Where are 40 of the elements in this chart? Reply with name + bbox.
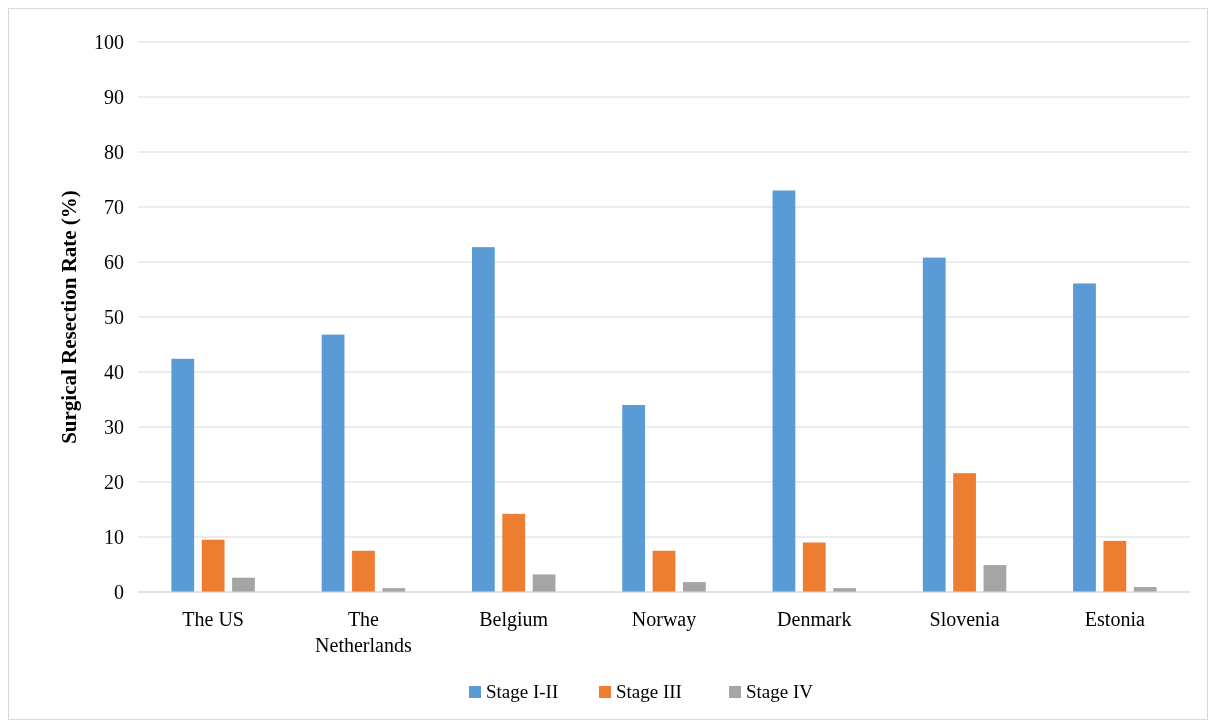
x-tick-label: Norway: [631, 608, 697, 631]
bar: [622, 405, 646, 592]
x-tick-label: Belgium: [479, 608, 549, 631]
y-tick-label: 10: [104, 526, 124, 548]
y-tick-label: 80: [104, 141, 124, 163]
bar: [352, 550, 375, 592]
x-tick-label: The Netherlands: [315, 608, 412, 656]
bar: [471, 247, 495, 592]
legend-label: Stage IV: [746, 681, 814, 702]
bar: [1103, 540, 1127, 592]
bar: [171, 358, 195, 592]
x-tick-label: The US: [182, 608, 244, 630]
x-tick-label: Denmark: [777, 608, 852, 630]
y-axis-title: Surgical Resection Rate (%): [57, 190, 81, 444]
legend-label: Stage III: [616, 681, 682, 702]
y-tick-label: 0: [114, 581, 124, 603]
bar: [953, 473, 976, 592]
bar: [802, 542, 826, 592]
bar: [1073, 283, 1096, 592]
x-tick-label: Estonia: [1084, 608, 1145, 630]
bar: [321, 334, 345, 592]
y-tick-label: 100: [94, 31, 124, 53]
bar: [682, 582, 706, 592]
y-tick-label: 40: [104, 361, 124, 383]
bar: [652, 550, 676, 592]
bar: [532, 574, 556, 592]
bar: [232, 577, 255, 592]
bar: [983, 565, 1007, 592]
bar: [922, 257, 946, 592]
y-tick-label: 60: [104, 251, 124, 273]
bar: [502, 513, 526, 592]
y-tick-label: 90: [104, 86, 124, 108]
bar: [772, 190, 796, 592]
y-tick-label: 30: [104, 416, 124, 438]
y-tick-label: 70: [104, 196, 124, 218]
y-tick-label: 20: [104, 471, 124, 493]
x-tick-label: Slovenia: [929, 608, 1000, 630]
bar: [201, 539, 225, 592]
legend-label: Stage I-II: [486, 681, 559, 702]
y-tick-label: 50: [104, 306, 124, 328]
